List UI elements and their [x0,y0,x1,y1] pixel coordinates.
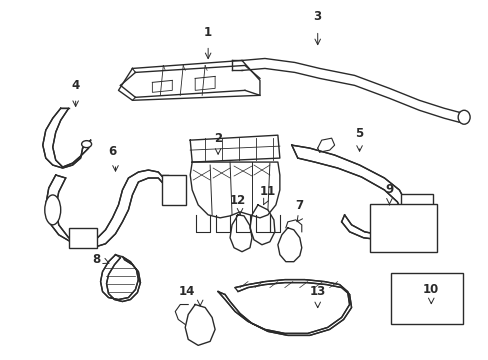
Polygon shape [291,145,407,240]
Text: 5: 5 [355,127,363,140]
FancyBboxPatch shape [390,273,462,324]
Ellipse shape [457,110,469,124]
Polygon shape [277,228,301,262]
Text: 2: 2 [214,132,222,145]
FancyBboxPatch shape [401,194,432,230]
Polygon shape [185,305,215,345]
FancyBboxPatch shape [68,228,96,248]
Polygon shape [190,135,279,162]
Text: 4: 4 [71,79,80,92]
Polygon shape [118,60,260,100]
Polygon shape [101,255,140,302]
FancyBboxPatch shape [369,204,436,252]
Text: 14: 14 [179,284,195,298]
Text: 11: 11 [259,185,275,198]
Text: 8: 8 [92,253,101,266]
Text: 10: 10 [422,283,439,296]
Polygon shape [249,205,274,245]
Text: 12: 12 [229,194,245,207]
Ellipse shape [45,195,61,225]
Text: 6: 6 [108,145,117,158]
Polygon shape [229,215,251,252]
FancyBboxPatch shape [162,175,186,205]
Ellipse shape [81,141,91,148]
Text: 3: 3 [313,10,321,23]
Polygon shape [190,162,279,218]
Polygon shape [46,170,170,248]
Text: 13: 13 [309,284,325,298]
Text: 7: 7 [295,199,303,212]
Polygon shape [218,280,351,336]
Text: 9: 9 [385,183,393,196]
Text: 1: 1 [203,26,212,39]
Polygon shape [42,108,90,168]
